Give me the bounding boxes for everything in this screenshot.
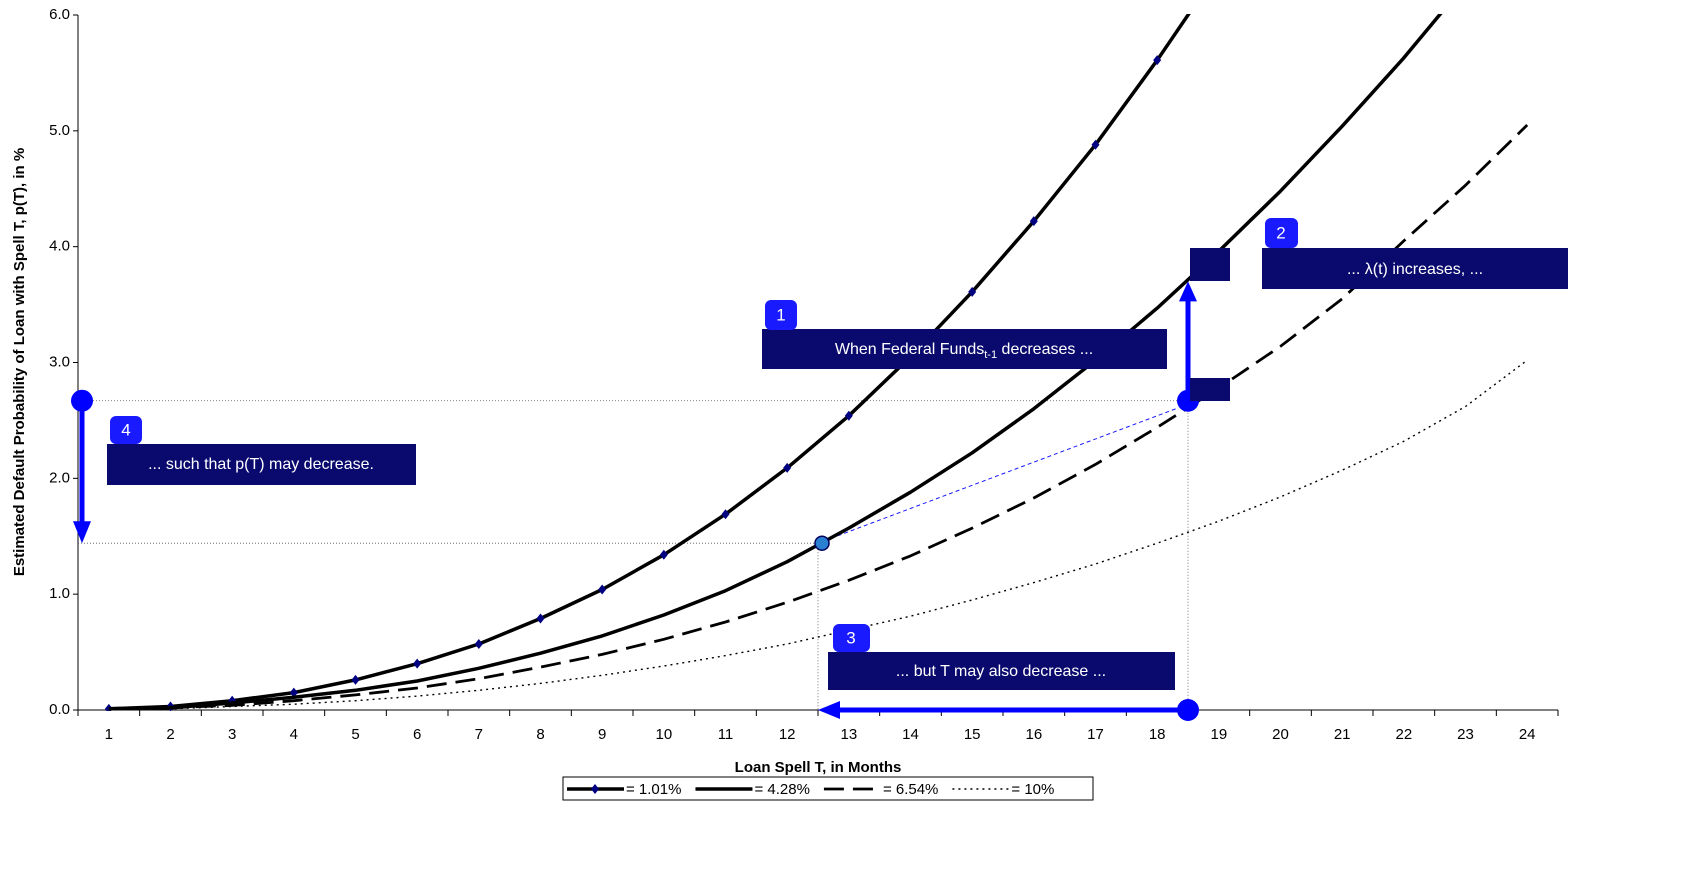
x-tick-label: 6 bbox=[413, 726, 421, 743]
x-tick-label: 10 bbox=[655, 726, 672, 743]
callout-pointer bbox=[1190, 378, 1230, 401]
data-point bbox=[474, 638, 483, 649]
scenario-point bbox=[71, 389, 93, 412]
annotation-box bbox=[762, 329, 1167, 369]
data-point bbox=[598, 584, 607, 595]
callout-pointer bbox=[1190, 248, 1230, 281]
x-tick-label: 16 bbox=[1025, 726, 1042, 743]
annotation-badge bbox=[1265, 218, 1298, 248]
annotation-box bbox=[107, 444, 416, 485]
x-tick-label: 11 bbox=[718, 726, 734, 743]
y-tick-label: 2.0 bbox=[49, 469, 70, 486]
arrow-head bbox=[1179, 281, 1197, 302]
x-axis-title: Loan Spell T, in Months bbox=[735, 759, 902, 776]
annotation-badge bbox=[833, 624, 870, 652]
y-tick-label: 3.0 bbox=[49, 353, 70, 370]
x-tick-label: 15 bbox=[964, 726, 981, 743]
data-point bbox=[659, 549, 668, 560]
annotation-text: decreases ... bbox=[997, 341, 1093, 358]
data-point bbox=[844, 410, 853, 421]
x-tick-label: 24 bbox=[1519, 726, 1536, 743]
x-tick-label: 20 bbox=[1272, 726, 1289, 743]
x-tick-label: 22 bbox=[1395, 726, 1412, 743]
x-tick-label: 5 bbox=[351, 726, 359, 743]
y-axis-title: Estimated Default Probability of Loan wi… bbox=[11, 148, 28, 576]
annotation-box bbox=[828, 652, 1175, 690]
x-tick-label: 3 bbox=[228, 726, 236, 743]
legend-marker bbox=[591, 784, 599, 794]
data-point bbox=[968, 286, 977, 297]
series-line bbox=[108, 123, 1529, 711]
legend-label: = 10% bbox=[1011, 781, 1054, 798]
scenario-marks bbox=[71, 281, 1199, 721]
annotation-number: 2 bbox=[1276, 223, 1285, 242]
y-tick-label: 0.0 bbox=[49, 701, 70, 718]
annotation-text: ... such that p(T) may decrease. bbox=[148, 456, 374, 473]
data-point bbox=[721, 509, 730, 520]
x-tick-label: 13 bbox=[840, 726, 857, 743]
x-tick-label: 9 bbox=[598, 726, 606, 743]
arrow-head bbox=[818, 701, 840, 719]
x-tick-label: 19 bbox=[1210, 726, 1227, 743]
x-tick-label: 23 bbox=[1457, 726, 1474, 743]
x-tick-label: 7 bbox=[475, 726, 483, 743]
legend-label: = 1.01% bbox=[626, 781, 681, 798]
x-tick-label: 17 bbox=[1087, 726, 1104, 743]
annotation-number: 4 bbox=[121, 420, 130, 439]
data-point bbox=[413, 658, 422, 669]
legend-label: = 6.54% bbox=[883, 781, 938, 798]
scenario-point bbox=[1177, 699, 1199, 721]
annotation-text: When Federal Funds bbox=[835, 341, 984, 358]
scenario-point bbox=[814, 535, 830, 551]
axes: 0.01.02.03.04.05.06.01 2 3 4 5 6 7 8 9 10 11 12 13 14… bbox=[49, 6, 1559, 743]
legend-entries: = 1.01% = 4.28% = 6.54% = 10% bbox=[567, 781, 1054, 798]
annotation-text: When Federal Fundst-1 decreases ... bbox=[835, 341, 1093, 361]
data-point bbox=[536, 613, 545, 624]
y-tick-label: 4.0 bbox=[49, 238, 70, 255]
y-tick-label: 5.0 bbox=[49, 122, 70, 139]
x-tick-label: 21 bbox=[1334, 726, 1351, 743]
series-line bbox=[108, 359, 1528, 711]
x-tick-label: 14 bbox=[902, 726, 919, 743]
annotation-subscript: t-1 bbox=[984, 349, 997, 361]
annotation-text: ... λ(t) increases, ... bbox=[1347, 261, 1483, 278]
x-tick-label: 8 bbox=[536, 726, 544, 743]
x-tick-label: 12 bbox=[779, 726, 796, 743]
data-point bbox=[1029, 216, 1038, 227]
x-tick-label: 18 bbox=[1149, 726, 1166, 743]
x-tick-label: 4 bbox=[290, 726, 298, 743]
link-line bbox=[817, 408, 1177, 544]
series-line bbox=[108, 14, 1191, 711]
data-point bbox=[289, 687, 298, 698]
annotation-box bbox=[1262, 248, 1568, 289]
x-tick-label: 2 bbox=[166, 726, 174, 743]
data-point bbox=[1091, 139, 1100, 150]
x-tick-label: 1 bbox=[105, 726, 113, 743]
data-point bbox=[783, 462, 792, 473]
annotation-number: 3 bbox=[846, 628, 855, 647]
annotation-number: 1 bbox=[776, 305, 785, 324]
arrow-head bbox=[73, 521, 91, 544]
guides bbox=[78, 400, 1189, 710]
legend-label: = 4.28% bbox=[754, 781, 809, 798]
annotation-badge bbox=[110, 416, 142, 444]
y-tick-label: 6.0 bbox=[49, 6, 70, 23]
annotation-badge bbox=[765, 300, 797, 330]
y-tick-label: 1.0 bbox=[49, 585, 70, 602]
data-point bbox=[351, 674, 360, 685]
data-point bbox=[1153, 55, 1162, 66]
annotation-text: ... but T may also decrease ... bbox=[896, 663, 1106, 680]
